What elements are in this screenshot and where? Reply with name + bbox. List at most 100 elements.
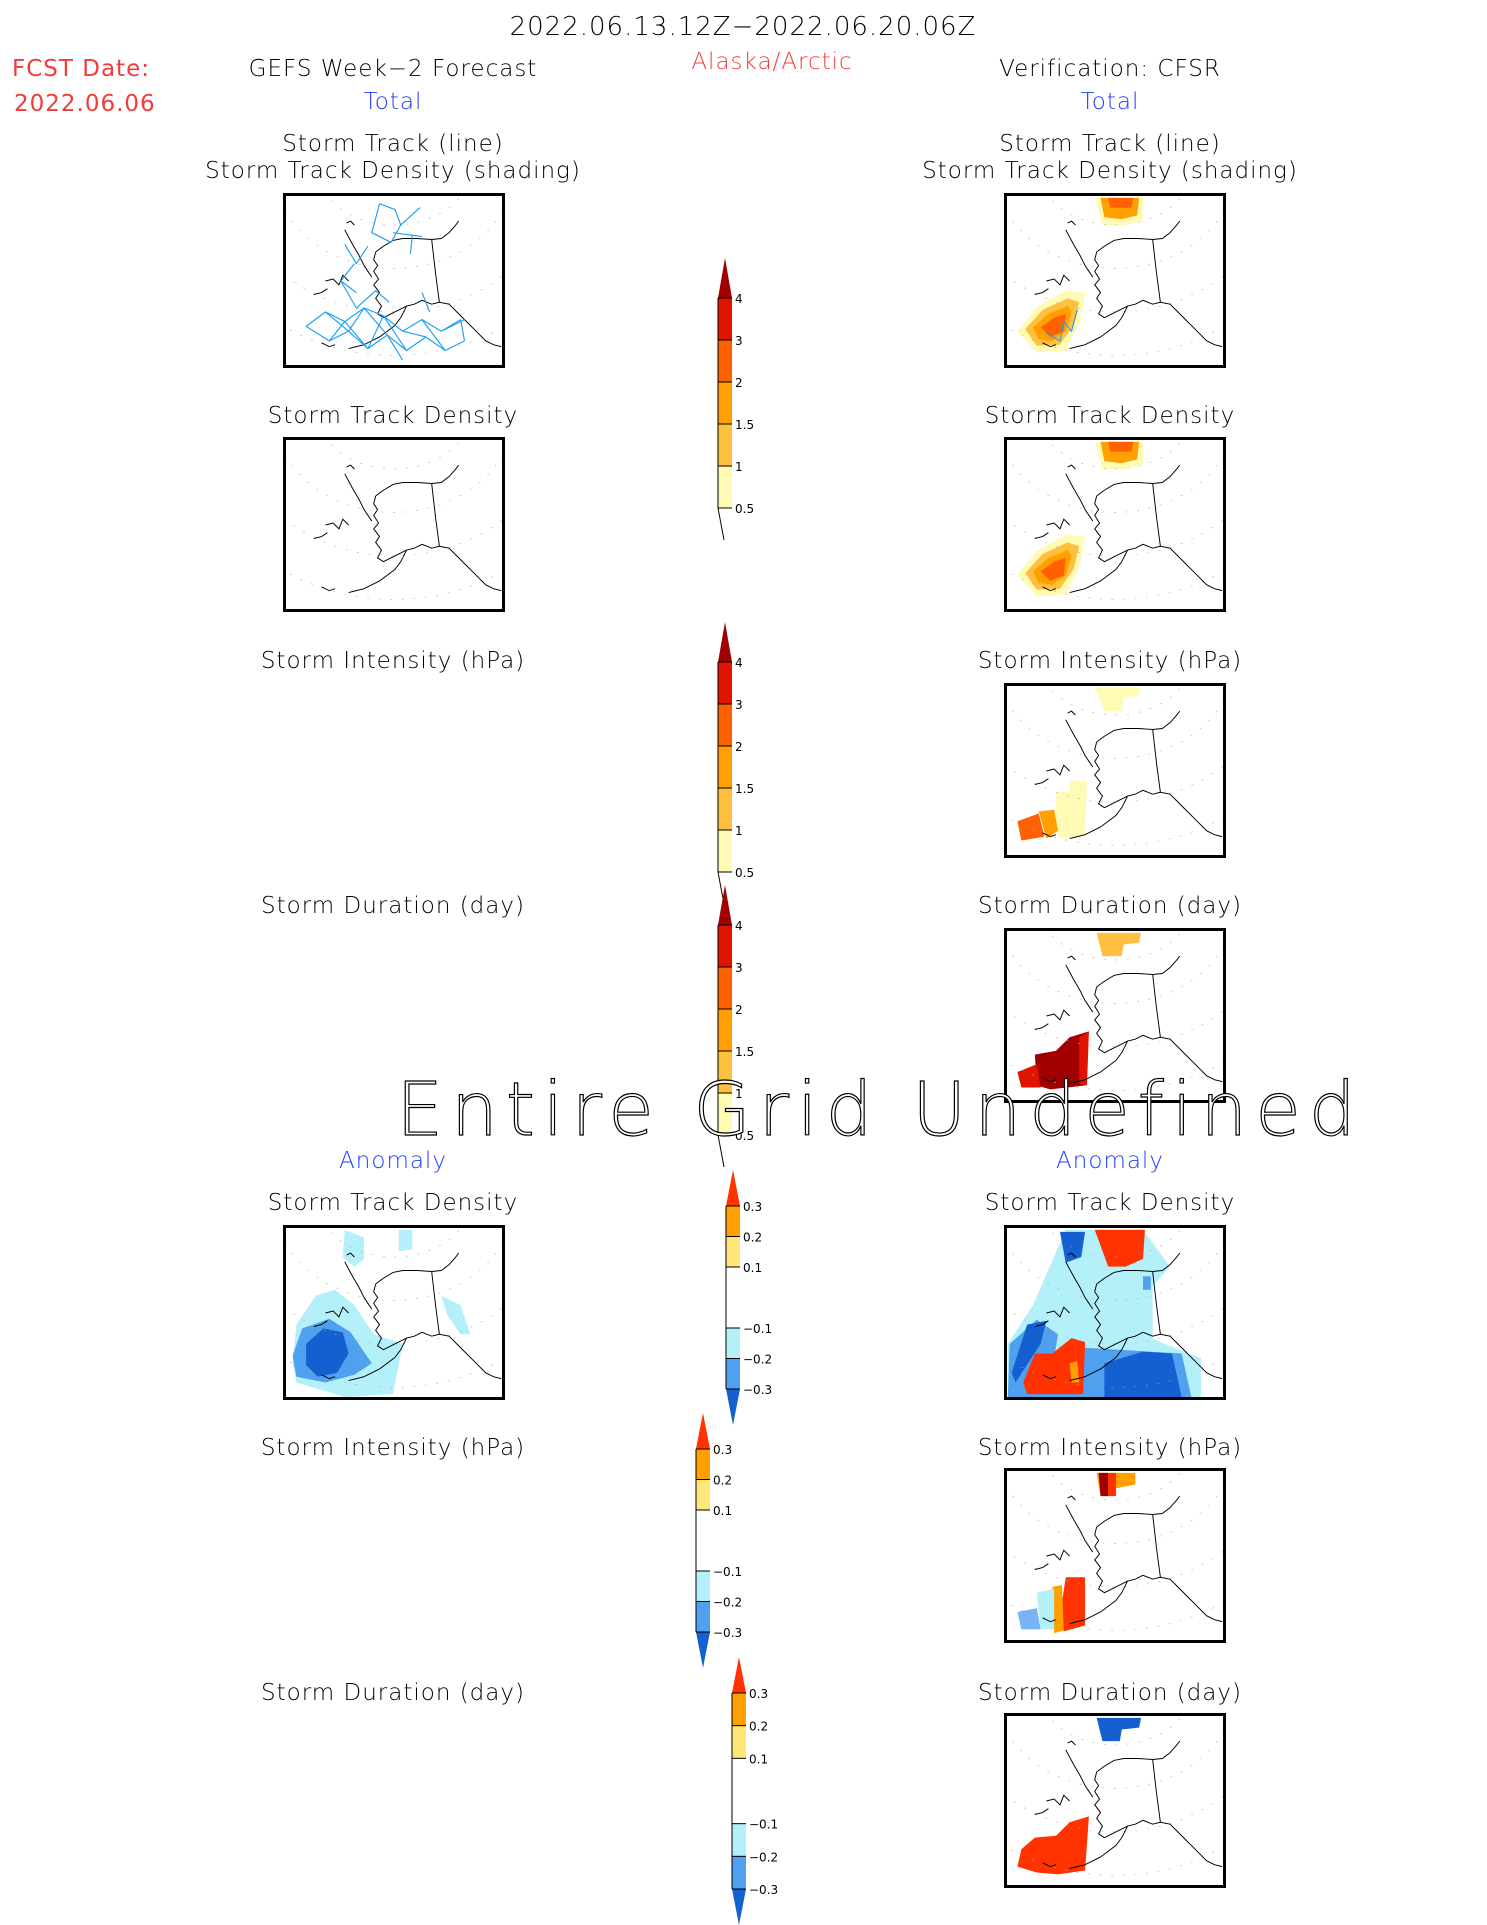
panel-title: Storm Track (line): [282, 131, 504, 157]
coastline: [1152, 729, 1161, 793]
coastline: [1096, 1740, 1181, 1773]
forecast-column-title: GEFS Week−2 Forecast: [248, 56, 538, 82]
coastline: [313, 532, 328, 539]
coastline: [1065, 964, 1094, 1013]
colorbar-total-2: 4 3 2 1.5 1 0.5: [717, 622, 754, 905]
storm-track-line: [1046, 309, 1078, 342]
colorbar-label: 0.3: [749, 1687, 768, 1701]
storm-track-line: [382, 315, 408, 351]
panel-title: Storm Intensity (hPa): [977, 648, 1243, 674]
latitude-line: [286, 211, 502, 269]
colorbar-segment: [718, 704, 732, 746]
period-title: 2022.06.13.12Z−2022.06.20.06Z: [509, 12, 977, 42]
coastline: [1042, 586, 1057, 592]
coastline: [1160, 545, 1223, 592]
graticule: [286, 1228, 502, 1388]
map-verification-duration: [1004, 928, 1226, 1103]
panel-title: Storm Track Density: [267, 403, 519, 429]
coastline: [431, 239, 440, 303]
coastline: [1067, 1252, 1076, 1258]
coastline: [1152, 483, 1161, 547]
coastline: [1069, 795, 1128, 840]
coastline: [344, 473, 373, 522]
colorbar-segment: [718, 340, 732, 382]
coastline: [1067, 1495, 1076, 1501]
panel-title: Storm Track Density: [267, 1190, 519, 1216]
shaded-region: [1094, 1229, 1145, 1267]
coastline: [373, 1283, 440, 1351]
colorbar-segment: [718, 382, 732, 424]
graticule: [1007, 686, 1223, 846]
shaded-region: [342, 1229, 365, 1267]
panel-title: Storm Intensity (hPa): [260, 1435, 526, 1461]
colorbar-label: 4: [735, 656, 743, 670]
colorbar-label: 4: [735, 919, 743, 933]
storm-track-line: [402, 330, 427, 338]
colorbar-segment: [696, 1601, 710, 1632]
coastline: [1096, 710, 1181, 743]
latitude-line: [1007, 1731, 1223, 1789]
coastline: [1067, 220, 1076, 226]
colorbar-anomaly-3: 0.3 0.2 0.1 −0.1 −0.2 −0.3: [731, 1657, 778, 1925]
panel-title: Storm Intensity (hPa): [260, 648, 526, 674]
storm-track-line: [340, 280, 390, 309]
latitude-line: [286, 519, 502, 557]
colorbar-segment: [726, 1297, 740, 1328]
verification-total-label: Total: [1080, 89, 1140, 115]
graticule: [1007, 1471, 1223, 1631]
colorbar-label: 1: [735, 460, 743, 474]
panel-title: Storm Track Density: [984, 403, 1236, 429]
storm-track-line: [409, 234, 413, 255]
coastline: [1046, 274, 1070, 286]
coastline: [321, 586, 336, 592]
colorbar-extend-max: [718, 885, 732, 925]
coastline: [313, 1320, 328, 1327]
map-forecast-track-density-anomaly: [283, 1225, 505, 1400]
coastline: [1034, 532, 1049, 539]
graticule: [1007, 1228, 1223, 1388]
colorbar-label: 3: [735, 334, 743, 348]
storm-track-line: [386, 334, 404, 361]
coastline: [344, 1261, 373, 1310]
colorbar-label: −0.2: [713, 1596, 742, 1610]
coastline: [1094, 495, 1161, 563]
coastline: [1094, 1526, 1161, 1594]
shaded-region: [1036, 1588, 1055, 1630]
coastline: [1034, 1808, 1049, 1815]
colorbar-label: 0.5: [735, 502, 754, 516]
shaded-region: [1056, 780, 1087, 839]
coastline: [1067, 710, 1076, 716]
coastline: [325, 274, 349, 286]
latitude-line: [1007, 211, 1223, 269]
coastline: [1096, 220, 1181, 253]
coastline: [1069, 1825, 1128, 1870]
forecast-anomaly-label: Anomaly: [339, 1148, 447, 1174]
colorbar-total-3: 4 3 2 1.5 1 0.5: [717, 885, 754, 1168]
coastline: [1067, 955, 1076, 961]
storm-track-line: [371, 203, 402, 244]
panel-title: Storm Track Density (shading): [922, 158, 1298, 184]
graticule: [1007, 931, 1223, 1091]
colorbar-label: 3: [735, 698, 743, 712]
coastline: [375, 220, 460, 253]
map-verification-duration-anomaly: [1004, 1713, 1226, 1888]
colorbar-extend-max: [726, 1170, 740, 1206]
colorbar-label: 0.5: [735, 1129, 754, 1143]
latitude-line: [1007, 455, 1223, 513]
storm-track-line: [348, 307, 365, 332]
shaded-region: [1108, 441, 1134, 452]
shaded-region: [1011, 1320, 1047, 1383]
coastline: [1065, 719, 1094, 768]
colorbar-label: 2: [735, 740, 743, 754]
graticule: [286, 196, 502, 356]
colorbar-label: 0.2: [713, 1474, 732, 1488]
coastline: [373, 495, 440, 563]
shaded-region: [1052, 1584, 1064, 1634]
panel-title: Storm Track Density: [984, 1190, 1236, 1216]
storm-track-line: [325, 311, 349, 332]
colorbar-segment: [718, 662, 732, 704]
coastline: [348, 1337, 407, 1382]
colorbar-label: −0.3: [713, 1626, 742, 1640]
storm-track-line: [344, 321, 369, 349]
latitude-line: [1007, 1243, 1223, 1301]
